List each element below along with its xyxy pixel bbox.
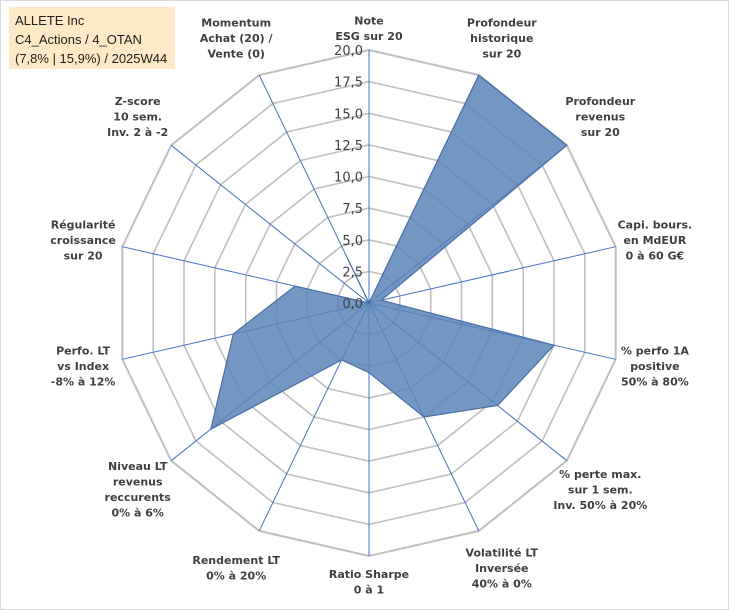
axis-label-line: 0% à 20%: [206, 570, 266, 583]
axis-label-line: Perfo. LT: [56, 344, 110, 357]
tick-label: 15,0: [334, 107, 363, 122]
axis-label-line: Inv. 50% à 20%: [553, 499, 647, 512]
axis-label-line: 0 à 1: [354, 584, 384, 597]
info-box: ALLETE Inc C4_Actions / 4_OTAN (7,8% | 1…: [9, 7, 175, 69]
axis-label-line: 0% à 6%: [111, 507, 163, 520]
axis-label: Capi. bours. en MdEUR 0 à 60 G€: [618, 218, 693, 262]
axis-label-line: Inv. 2 à -2: [107, 126, 168, 139]
radar-series: [209, 74, 568, 431]
axis-label-line: Régularité: [51, 218, 116, 231]
axis-label: Momentum Achat (20) / Vente (0): [200, 16, 274, 60]
radial-tick-labels: 0,0 2,5 5,0 7,5 10,0 12,5 15,0 17,5 20,0: [334, 44, 363, 312]
axis-label: Profondeur revenus sur 20: [565, 95, 635, 139]
tick-label: 0,0: [342, 297, 363, 312]
axis-label-line: 10 sem.: [113, 110, 162, 123]
tick-label: 12,5: [334, 139, 363, 154]
axis-label-line: Niveau LT: [108, 460, 168, 473]
axis-label-line: revenus: [113, 476, 163, 489]
series-area: [209, 74, 568, 431]
axis-label-line: Note: [354, 15, 383, 28]
axis-label-line: sur 20: [64, 249, 103, 262]
axis-label-line: croissance: [50, 234, 116, 247]
axis-label: Note ESG sur 20: [335, 15, 403, 44]
axis-label-line: Capi. bours.: [618, 218, 693, 231]
axis-label-line: % perfo 1A: [621, 344, 689, 357]
axis-label-line: positive: [630, 360, 679, 373]
axis-label-line: 0 à 60 G€: [626, 249, 685, 262]
axis-label-line: % perte max.: [559, 468, 641, 481]
axis-label: Profondeur historique sur 20: [467, 16, 537, 60]
axis-spoke: [170, 144, 370, 304]
axis-label-line: Achat (20) /: [200, 32, 274, 45]
axis-label-line: Ratio Sharpe: [329, 568, 409, 581]
axis-label-line: sur 20: [482, 47, 521, 60]
axis-label: % perfo 1A positive 50% à 80%: [621, 344, 689, 388]
axis-label-line: 40% à 0%: [472, 577, 532, 590]
axis-spoke: [368, 246, 616, 304]
axis-label-line: Profondeur: [565, 95, 635, 108]
tick-label: 20,0: [334, 44, 363, 59]
performance-summary: (7,8% | 15,9%) / 2025W44: [15, 51, 168, 66]
axis-label-line: Rendement LT: [192, 554, 280, 567]
axis-label-line: en MdEUR: [623, 234, 686, 247]
axis-label-line: Vente (0): [207, 47, 264, 60]
axis-label-line: Profondeur: [467, 16, 537, 29]
axis-label: Z-score 10 sem. Inv. 2 à -2: [107, 95, 168, 139]
axis-label: Perfo. LT vs Index -8% à 12%: [51, 344, 116, 388]
axis-label: Ratio Sharpe 0 à 1: [329, 568, 409, 597]
axis-label-line: Z-score: [115, 95, 161, 108]
tick-label: 7,5: [342, 202, 363, 217]
axis-label: Régularité croissance sur 20: [50, 218, 116, 262]
tick-label: 17,5: [334, 76, 363, 91]
axis-label: Niveau LT revenus reccurents 0% à 6%: [105, 460, 172, 519]
axis-label-line: reccurents: [105, 491, 172, 504]
axis-label-line: revenus: [575, 110, 625, 123]
tick-label: 10,0: [334, 171, 363, 186]
tick-label: 2,5: [342, 265, 363, 280]
axis-label-line: Momentum: [201, 16, 271, 29]
axis-label: % perte max. sur 1 sem. Inv. 50% à 20%: [553, 468, 647, 512]
axis-label-line: Inversée: [475, 562, 528, 575]
axis-label-line: Volatilité LT: [466, 546, 539, 559]
axis-label: Volatilité LT Inversée 40% à 0%: [466, 546, 539, 590]
axis-label-line: ESG sur 20: [335, 30, 403, 43]
axis-label-line: sur 1 sem.: [568, 483, 633, 496]
axis-label-line: 50% à 80%: [621, 375, 689, 388]
axis-label-line: historique: [470, 32, 533, 45]
tick-label: 5,0: [342, 234, 363, 249]
axis-label-line: vs Index: [57, 360, 109, 373]
portfolio-name: C4_Actions / 4_OTAN: [15, 32, 142, 47]
company-name: ALLETE Inc: [15, 13, 85, 28]
axis-labels: Note ESG sur 20 Profondeur historique sur 20…: [50, 15, 692, 597]
axis-label: Rendement LT 0% à 20%: [192, 554, 280, 583]
axis-label-line: sur 20: [581, 126, 620, 139]
axis-label-line: -8% à 12%: [51, 375, 116, 388]
